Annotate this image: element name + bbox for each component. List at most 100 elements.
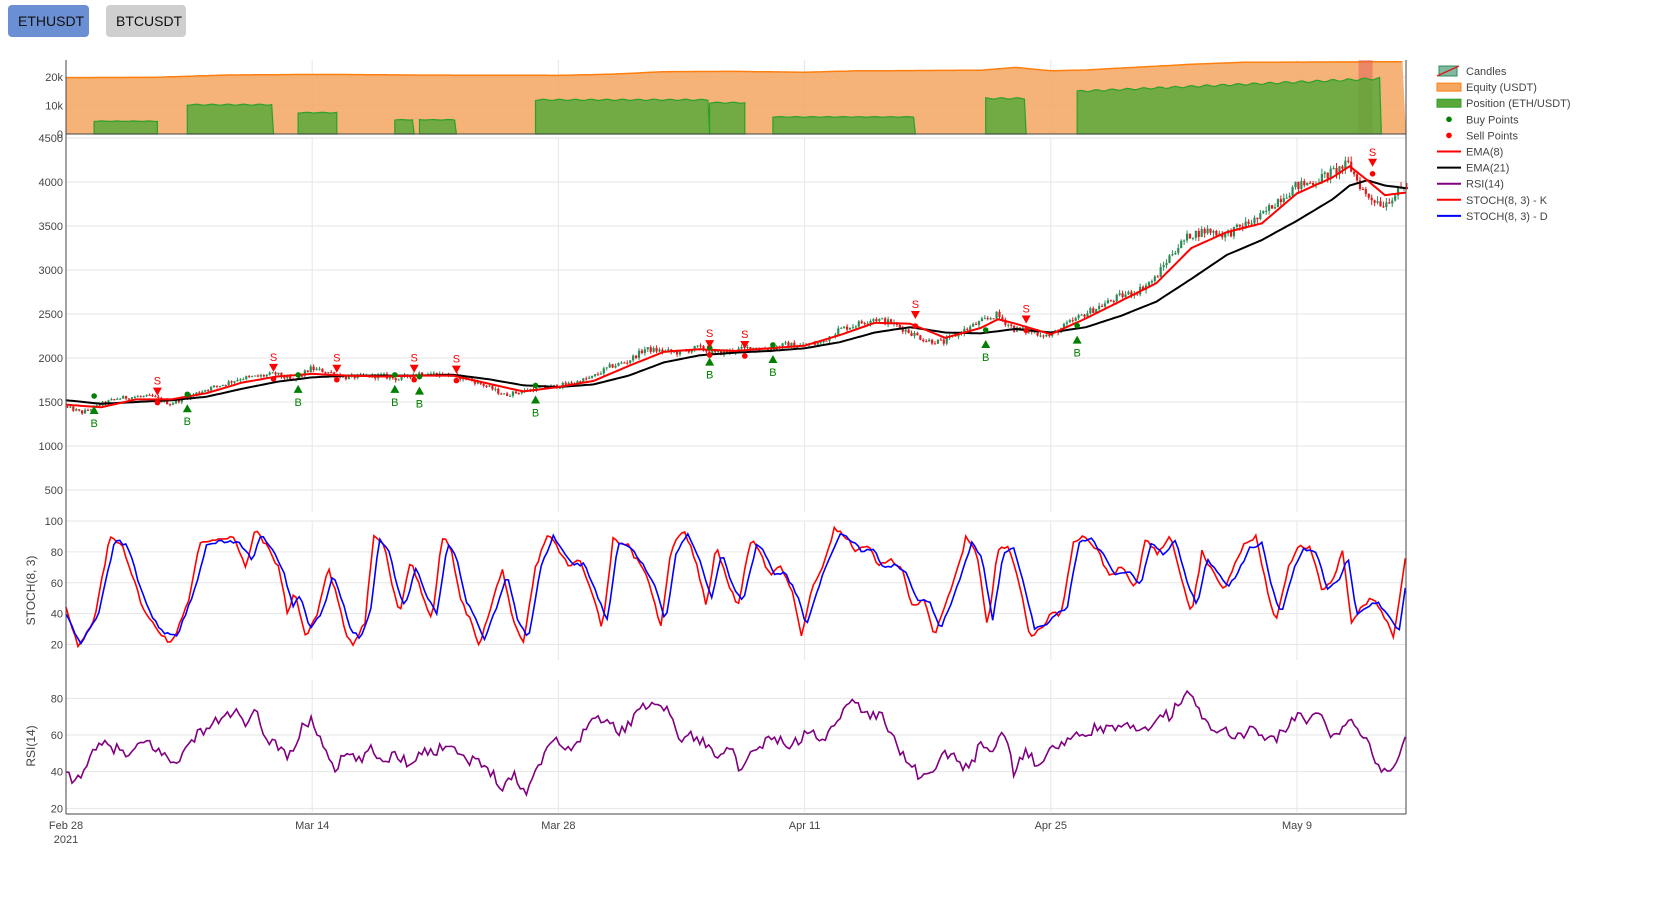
candle-body: [1153, 276, 1156, 281]
candle-body: [236, 379, 239, 382]
sell-label: S: [1022, 303, 1029, 315]
candle-body: [1086, 313, 1089, 317]
candle-body: [822, 340, 825, 343]
y-tick-label: 1500: [39, 397, 63, 409]
candle-body: [116, 398, 119, 400]
y-tick-label: 80: [51, 693, 63, 705]
candle-body: [717, 351, 720, 353]
candle-body: [1118, 293, 1121, 295]
position-area: [985, 96, 1027, 135]
candle-body: [608, 364, 611, 368]
legend-equity-swatch: [1436, 82, 1462, 92]
candle-body: [983, 318, 986, 320]
candle-body: [344, 375, 347, 380]
candle-body: [1150, 280, 1153, 283]
y-tick-label: 40: [51, 609, 63, 621]
candle-body: [1010, 324, 1013, 326]
candle-body: [1191, 237, 1195, 239]
legend-item-rsi[interactable]: RSI(14): [1437, 179, 1504, 191]
candle-body: [107, 400, 110, 404]
candle-body: [1197, 230, 1200, 237]
legend-item-equity[interactable]: Equity (USDT): [1436, 82, 1537, 94]
position-areas: [93, 76, 1382, 135]
candle-body: [154, 396, 157, 398]
buy-marker: [414, 386, 424, 395]
candle-body: [230, 381, 233, 383]
candle-body: [576, 381, 579, 384]
candle-body: [998, 311, 1001, 318]
candle-body: [561, 382, 564, 388]
symbol-button-btcusdt[interactable]: BTCUSDT: [106, 5, 186, 37]
buy-marker: [293, 384, 303, 393]
candle-body: [1320, 173, 1323, 183]
position-area: [534, 98, 711, 135]
candle-body: [749, 347, 752, 351]
candle-body: [251, 376, 254, 378]
candle-body: [1136, 293, 1139, 295]
candle-body: [168, 404, 172, 406]
legend-item-stoch_d[interactable]: STOCH(8, 3) - D: [1437, 211, 1548, 223]
position-area: [394, 118, 415, 135]
legend-item-ema8[interactable]: EMA(8): [1437, 147, 1503, 159]
candle-body: [1235, 224, 1238, 227]
legend-label: EMA(21): [1466, 163, 1509, 175]
candle-body: [1224, 233, 1227, 238]
candle-body: [394, 378, 397, 381]
sell-marker: [1021, 315, 1031, 324]
candle-body: [933, 343, 937, 345]
buy-label: B: [532, 407, 539, 419]
candle-body: [227, 381, 230, 386]
candle-body: [567, 382, 570, 385]
legend-item-ema21[interactable]: EMA(21): [1437, 163, 1509, 175]
candle-body: [221, 384, 224, 386]
candle-body: [840, 327, 843, 329]
candle-body: [945, 337, 948, 344]
candle-body: [884, 318, 887, 325]
candle-body: [508, 395, 512, 397]
sell-label: S: [741, 329, 748, 341]
candle-body: [936, 339, 940, 344]
sell-point: [741, 353, 748, 359]
sell-marker: [152, 387, 162, 396]
buy-label: B: [706, 370, 713, 382]
candle-body: [643, 349, 646, 354]
candle-body: [1007, 324, 1010, 326]
sell-point: [453, 377, 460, 384]
buy-marker: [531, 395, 541, 404]
candle-body: [1259, 213, 1262, 220]
candle-body: [1112, 300, 1115, 302]
candle-body: [1288, 195, 1291, 198]
candle-body: [1045, 334, 1048, 337]
candle-body: [324, 372, 327, 374]
candle-body: [1212, 230, 1215, 233]
sell-point: [1369, 171, 1376, 177]
legend-item-sell[interactable]: Sell Points: [1446, 130, 1518, 142]
candle-body: [1103, 303, 1107, 307]
candle-body: [1095, 309, 1098, 313]
buy-marker: [182, 404, 192, 413]
x-tick-label: Apr 25: [1035, 820, 1067, 832]
candle-body: [845, 326, 849, 330]
legend-item-buy[interactable]: Buy Points: [1446, 114, 1519, 126]
candle-body: [432, 372, 435, 374]
candle-body: [640, 350, 644, 354]
candle-body: [133, 396, 136, 398]
legend-item-position[interactable]: Position (ETH/USDT): [1436, 98, 1571, 110]
legend-item-stoch_k[interactable]: STOCH(8, 3) - K: [1437, 195, 1548, 207]
candle-body: [145, 394, 148, 397]
candle-body: [582, 378, 585, 384]
candle-body: [166, 399, 169, 405]
candle-body: [195, 392, 198, 395]
candle-body: [400, 376, 403, 380]
buy-point: [416, 373, 423, 380]
legend-item-candle[interactable]: Candles: [1436, 65, 1507, 78]
candle-body: [1268, 205, 1271, 211]
candle-body: [907, 329, 910, 333]
symbol-button-ethusdt[interactable]: ETHUSDT: [8, 5, 89, 37]
x-year-label: 2021: [54, 834, 78, 846]
position-area: [93, 120, 159, 135]
position-area: [772, 115, 917, 135]
candle-body: [966, 328, 969, 330]
candle-body: [922, 339, 925, 342]
